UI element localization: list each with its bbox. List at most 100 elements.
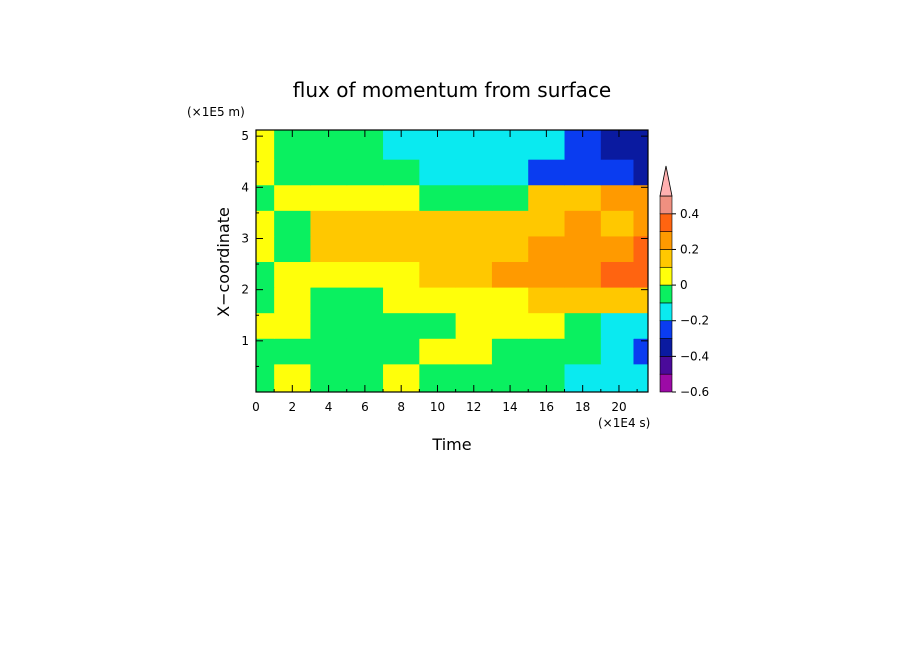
heatmap-cell — [419, 287, 457, 314]
heatmap-cell — [310, 159, 348, 186]
heatmap-cell — [528, 210, 566, 237]
heatmap-cell — [528, 159, 566, 186]
heatmap-cell — [256, 261, 275, 288]
colorbar-swatch — [659, 213, 673, 232]
y-axis-label: X−coordinate — [214, 207, 233, 317]
colorbar-swatch — [659, 284, 673, 304]
heatmap-cell — [274, 159, 311, 186]
heatmap-cell — [383, 312, 420, 339]
heatmap-cell — [528, 338, 566, 365]
x-tick-label: 10 — [430, 400, 445, 414]
heatmap-cell — [600, 184, 634, 211]
x-tick-label: 6 — [361, 400, 369, 414]
heatmap-cell — [419, 312, 457, 339]
colorbar-swatch — [659, 266, 673, 286]
x-tick-label: 2 — [288, 400, 296, 414]
heatmap-cell — [528, 261, 566, 288]
heatmap-cell — [633, 235, 649, 263]
heatmap-cell — [274, 312, 311, 339]
heatmap-cell — [600, 261, 634, 288]
x-tick-label: 4 — [325, 400, 333, 414]
heatmap-cell — [633, 130, 649, 160]
heatmap-cell — [600, 235, 634, 263]
heatmap-cell — [256, 338, 275, 365]
x-tick-label: 8 — [397, 400, 405, 414]
heatmap-cell — [528, 287, 566, 314]
heatmap-cell — [256, 312, 275, 339]
heatmap-cell — [310, 312, 348, 339]
colorbar-tick-label: 0 — [680, 278, 688, 292]
colorbar-tick-label: −0.4 — [680, 349, 709, 363]
heatmap-cell — [383, 184, 420, 211]
heatmap-cell — [346, 184, 384, 211]
heatmap-cell — [274, 235, 311, 263]
heatmap-cell — [274, 261, 311, 288]
heatmap-cell — [274, 210, 311, 237]
heatmap-cell — [491, 338, 529, 365]
heatmap-cell — [564, 338, 602, 365]
heatmap-cell — [346, 159, 384, 186]
heatmap-cell — [256, 235, 275, 263]
heatmap-cell — [528, 312, 566, 339]
y-tick-label: 5 — [241, 129, 249, 143]
x-axis-label: Time — [431, 435, 471, 454]
heatmap-cell — [528, 184, 566, 211]
heatmap-cell — [455, 159, 493, 186]
x-tick-label: 14 — [502, 400, 517, 414]
heatmap-cell — [346, 312, 384, 339]
heatmap-cell — [383, 287, 420, 314]
x-tick-label: 20 — [611, 400, 626, 414]
heatmap-cell — [455, 261, 493, 288]
heatmap-cell — [274, 184, 311, 211]
heatmap-cell — [564, 159, 602, 186]
heatmap-cell — [455, 235, 493, 263]
colorbar-swatch — [659, 249, 673, 268]
x-axis-ticks: 0 2 4 6 8 10 12 14 16 18 20 — [252, 130, 638, 414]
colorbar-swatch — [659, 195, 673, 215]
plot-area — [255, 129, 649, 393]
heatmap-cell — [419, 261, 457, 288]
colorbar-swatch — [659, 302, 673, 322]
colorbar-tick-label: −0.2 — [680, 314, 709, 328]
heatmap-cell — [564, 312, 602, 339]
plot-frame — [255, 129, 649, 393]
heatmap-cell — [633, 338, 649, 365]
heatmap-cell — [383, 338, 420, 365]
heatmap-cell — [455, 210, 493, 237]
colorbar-swatch — [659, 373, 673, 393]
y-tick-label: 1 — [241, 334, 249, 348]
heatmap-cell — [419, 338, 457, 365]
heatmap-cell — [600, 312, 634, 339]
heatmap-cell — [633, 210, 649, 237]
heatmap-cell — [383, 159, 420, 186]
colorbar-swatch — [659, 338, 673, 357]
heatmap-cell — [491, 312, 529, 339]
heatmap-cell — [256, 159, 275, 186]
heatmap-cell — [491, 235, 529, 263]
y-tick-label: 3 — [241, 231, 249, 245]
heatmap-cell — [383, 261, 420, 288]
heatmap-cell — [491, 210, 529, 237]
heatmap-cell — [455, 184, 493, 211]
heatmap-cell — [310, 210, 348, 237]
heatmap-cell — [274, 338, 311, 365]
heatmap-cell — [633, 184, 649, 211]
heatmap-cell — [346, 287, 384, 314]
heatmap-cell — [419, 235, 457, 263]
heatmap-cell — [455, 338, 493, 365]
heatmap-cell — [564, 235, 602, 263]
heatmap-cell — [419, 184, 457, 211]
heatmap-cell — [256, 210, 275, 237]
heatmap-cell — [256, 287, 275, 314]
heatmap-cell — [564, 184, 602, 211]
x-tick-label: 12 — [466, 400, 481, 414]
colorbar-swatch — [659, 356, 673, 375]
heatmap-cell — [633, 363, 649, 393]
heatmap-cell — [383, 235, 420, 263]
heatmap-cell — [274, 287, 311, 314]
heatmap-cell — [419, 210, 457, 237]
heatmap-cell — [310, 184, 348, 211]
heatmap-cell — [600, 210, 634, 237]
heatmap-cell — [310, 235, 348, 263]
